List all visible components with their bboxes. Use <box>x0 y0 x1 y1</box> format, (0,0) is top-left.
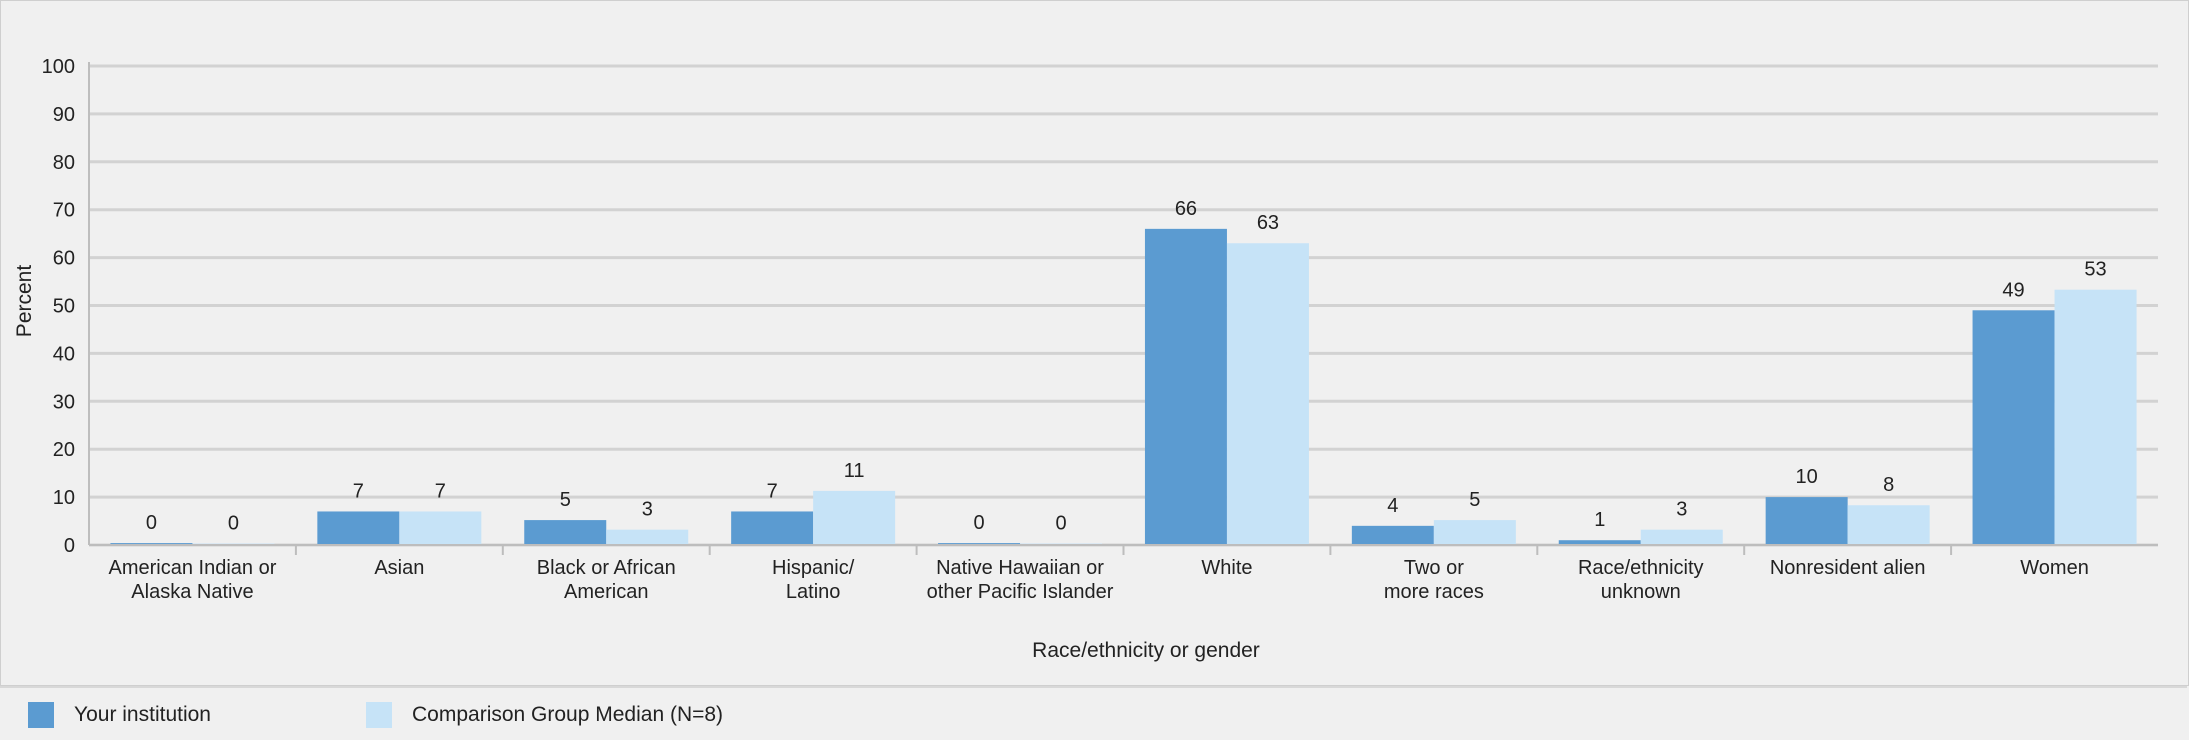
data-label: 7 <box>353 480 364 502</box>
data-label: 5 <box>1469 489 1480 511</box>
data-label: 5 <box>560 489 571 511</box>
x-tick-label: Race/ethnicity unknown <box>1578 557 1704 603</box>
x-tick-label: White <box>1201 557 1252 579</box>
x-tick-label: Nonresident alien <box>1770 557 1926 579</box>
data-label: 0 <box>228 513 239 535</box>
data-label: 11 <box>844 460 865 482</box>
y-tick-label: 0 <box>64 535 75 557</box>
bar-comparison-group <box>1433 520 1516 545</box>
data-label: 0 <box>146 512 157 534</box>
x-axis-title: Race/ethnicity or gender <box>1032 639 1260 662</box>
bar-comparison-group <box>399 511 482 545</box>
bar-comparison-group <box>1847 505 1930 545</box>
x-axis: American Indian or Alaska Native Asian Blac… <box>89 544 2158 603</box>
data-label: 49 <box>2002 279 2024 301</box>
legend-item-comparison-group: Comparison Group Median (N=8) <box>366 702 723 728</box>
bar-your-institution <box>1144 228 1227 546</box>
gridlines <box>89 64 2158 547</box>
y-tick-label: 60 <box>53 248 75 270</box>
data-label: 0 <box>1055 513 1066 535</box>
bar-your-institution <box>1351 525 1434 545</box>
y-tick-label: 30 <box>53 391 75 413</box>
bars <box>110 228 2137 546</box>
x-tick-label: American Indian or Alaska Native <box>109 557 277 603</box>
bar-comparison-group <box>1226 243 1309 546</box>
data-label: 53 <box>2084 259 2106 281</box>
y-tick-label: 40 <box>53 343 75 365</box>
legend-item-your-institution: Your institution <box>28 702 211 728</box>
x-tick-label: Black or African American <box>537 557 676 603</box>
data-label: 66 <box>1175 198 1197 220</box>
y-axis-title: Percent <box>13 265 36 338</box>
bar-your-institution <box>731 511 814 545</box>
y-axis: 0 10 20 30 40 50 60 70 80 90 100 <box>42 56 90 557</box>
legend-swatch-comparison-group <box>366 702 392 728</box>
legend: Your institution Comparison Group Median… <box>0 686 2187 740</box>
x-tick-label: Hispanic/Latino <box>772 557 855 603</box>
bar-your-institution <box>317 511 400 545</box>
bar-comparison-group <box>813 490 896 545</box>
y-tick-label: 20 <box>53 439 75 461</box>
data-label: 3 <box>642 499 653 521</box>
bar-your-institution <box>1558 540 1641 545</box>
legend-label-comparison-group: Comparison Group Median (N=8) <box>412 703 724 726</box>
y-tick-label: 80 <box>53 152 75 174</box>
data-label: 4 <box>1387 495 1398 517</box>
bar-your-institution <box>1972 310 2055 545</box>
data-label: 8 <box>1883 474 1894 496</box>
y-tick-label: 70 <box>53 200 75 222</box>
bar-comparison-group <box>2054 289 2137 545</box>
y-tick-label: 100 <box>42 56 75 78</box>
chart-frame: 0 10 20 30 40 50 60 70 80 90 100 0 7 5 7 0 66 4 1 10 49 0 7 3 1… <box>0 0 2189 686</box>
y-tick-label: 10 <box>53 487 75 509</box>
x-tick-label: Asian <box>374 557 424 579</box>
x-tick-label: Native Hawaiian or other Pacific Islander <box>927 557 1114 603</box>
bar-comparison-group <box>606 529 689 545</box>
data-label: 7 <box>435 480 446 502</box>
data-label: 0 <box>973 512 984 534</box>
legend-label-your-institution: Your institution <box>74 703 211 726</box>
x-tick-label: Two or more races <box>1384 557 1484 603</box>
bar-your-institution <box>524 520 607 545</box>
y-tick-label: 90 <box>53 104 75 126</box>
legend-swatch-your-institution <box>28 702 54 728</box>
x-tick-label: Women <box>2020 557 2089 579</box>
y-tick-label: 50 <box>53 296 75 318</box>
data-label: 63 <box>1257 212 1279 234</box>
data-label: 3 <box>1676 499 1687 521</box>
data-label: 1 <box>1594 509 1605 531</box>
bar-comparison-group <box>1640 529 1723 545</box>
data-label: 10 <box>1796 466 1818 488</box>
data-label: 7 <box>767 480 778 502</box>
bar-your-institution <box>1765 497 1848 545</box>
